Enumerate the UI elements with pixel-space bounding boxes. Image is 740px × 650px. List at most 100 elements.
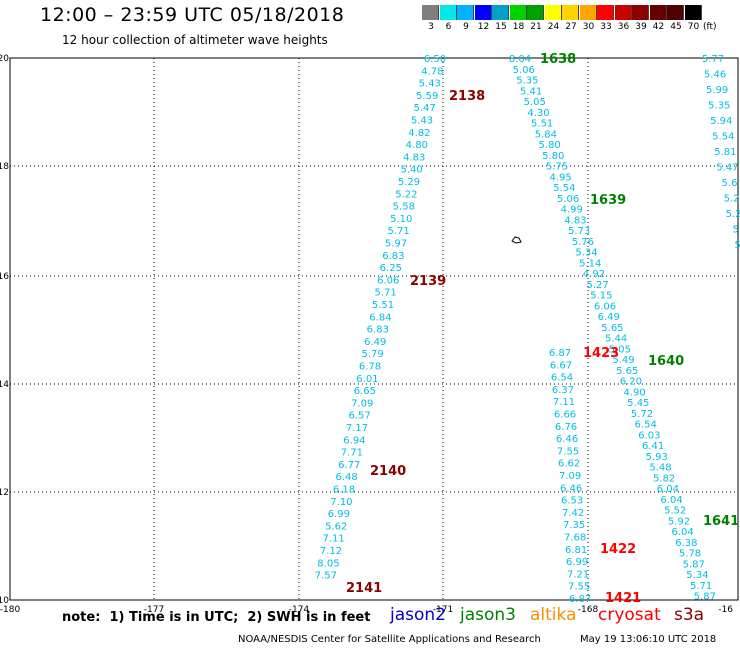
- swh-value: 5.76: [572, 237, 594, 248]
- colorbar-swatch: [544, 5, 562, 20]
- swh-value: 5.15: [590, 291, 612, 302]
- x-tick-label: -177: [144, 605, 164, 615]
- swh-value: 5.06: [513, 65, 535, 76]
- swh-value: 6.01: [356, 374, 378, 385]
- legend-altika: altika: [530, 605, 577, 625]
- swh-value: 6.66: [554, 410, 576, 421]
- swh-value: 6.50: [424, 54, 446, 65]
- x-tick-label: -168: [578, 605, 599, 615]
- swh-value: 5.46: [704, 70, 726, 81]
- pass-number-label: 2139: [410, 274, 446, 289]
- pass-number-label: 1639: [590, 193, 626, 208]
- swh-value: 4.78: [421, 66, 443, 77]
- swh-value: 8.05: [317, 558, 339, 569]
- swh-value: 6.87: [549, 348, 571, 359]
- footnote: note: 1) Time is in UTC; 2) SWH is in fe…: [62, 610, 371, 625]
- colorbar-tick-label: 12: [477, 22, 490, 32]
- colorbar-tick-label: 15: [495, 22, 507, 32]
- map-subtitle: 12 hour collection of altimeter wave hei…: [62, 33, 328, 47]
- swh-value: 7.11: [322, 534, 344, 545]
- swh-value: 5.93: [646, 452, 668, 463]
- x-tick-label: -180: [0, 605, 20, 615]
- colorbar-swatch: [457, 5, 474, 20]
- swh-value: 5.34: [686, 570, 708, 581]
- swh-value: 5.78: [679, 549, 701, 560]
- island-outline: [511, 236, 522, 244]
- swh-value: 5.05: [524, 97, 546, 108]
- swh-value: 6.62: [558, 459, 580, 470]
- swh-value: 5.06: [557, 194, 579, 205]
- swh-value: 7.12: [320, 546, 342, 557]
- swh-value: 5.62: [325, 521, 347, 532]
- map-title: 12:00 – 23:59 UTC 05/18/2018: [40, 4, 345, 26]
- credit-line: NOAA/NESDIS Center for Satellite Applica…: [238, 634, 541, 645]
- pass-number-label: 1423: [583, 346, 619, 361]
- swh-value: 6.04: [672, 527, 694, 538]
- x-tick-label: -171: [433, 605, 453, 615]
- swh-value: 5.43: [411, 116, 433, 127]
- colorbar-tick-label: 18: [512, 22, 525, 32]
- plot-frame: [9, 57, 739, 601]
- swh-value: 6.48: [335, 472, 357, 483]
- swh-value: 6.04: [657, 484, 679, 495]
- swh-value: 6.65: [354, 386, 376, 397]
- swh-value: 5.48: [649, 463, 671, 474]
- swh-value: 7.11: [553, 397, 575, 408]
- y-tick-label: 14: [0, 380, 9, 390]
- colorbar-swatch: [474, 5, 492, 20]
- pass-number-label: 1641: [703, 514, 739, 529]
- colorbar-swatch: [422, 5, 439, 20]
- y-tick-label: 20: [0, 54, 9, 64]
- swh-value: 6.84: [369, 312, 391, 323]
- y-tick-label: 12: [0, 488, 9, 498]
- colorbar-swatch: [667, 5, 684, 20]
- x-tick-label: -16: [718, 605, 733, 615]
- swh-value: 5.10: [390, 214, 412, 225]
- pass-number-label: 1638: [540, 52, 576, 67]
- swh-value: 6.04: [660, 495, 682, 506]
- swh-value: 5.92: [668, 516, 690, 527]
- swh-value: 6.49: [364, 337, 386, 348]
- swh-value: 7.71: [341, 448, 363, 459]
- swh-value: 6.83: [382, 251, 404, 262]
- swh-value: 5: [735, 240, 740, 251]
- colorbar-swatch: [509, 5, 527, 20]
- swh-value: 5.84: [535, 129, 557, 140]
- swh-value: 6.49: [598, 312, 620, 323]
- swh-value: 5.71: [690, 581, 712, 592]
- swh-value: 5.71: [374, 288, 396, 299]
- swh-value: 5.87: [694, 592, 716, 603]
- colorbar-tick-label: 36: [617, 22, 630, 32]
- swh-value: 5.87: [683, 559, 705, 570]
- pass-number-label: 1421: [605, 591, 641, 606]
- swh-value: 5.79: [361, 349, 383, 360]
- swh-value: 6.20: [620, 377, 642, 388]
- colorbar-tick-label: 45: [670, 22, 682, 32]
- swh-value: 5.72: [631, 409, 653, 420]
- swh-value: 6.77: [338, 460, 360, 471]
- generation-timestamp: May 19 13:06:10 UTC 2018: [580, 634, 717, 645]
- swh-value: 5.97: [385, 239, 407, 250]
- swh-value: 5.05: [609, 344, 631, 355]
- swh-value: 8.04: [509, 54, 531, 65]
- colorbar-tick-label: 3: [428, 22, 434, 32]
- swh-value: 5: [732, 225, 738, 236]
- swh-value: 5.80: [538, 140, 560, 151]
- swh-value: 4.30: [527, 108, 549, 119]
- swh-value: 6.99: [566, 557, 588, 568]
- colorbar-tick-label: 27: [565, 22, 577, 32]
- legend-jason2: jason2: [390, 605, 446, 625]
- swh-value: 5.99: [706, 85, 728, 96]
- swh-value: 5.2: [726, 209, 740, 220]
- swh-value: 6.83: [367, 325, 389, 336]
- swh-value: 5.71: [387, 226, 409, 237]
- y-tick-label: 16: [0, 272, 9, 282]
- swh-value: 5.40: [400, 165, 422, 176]
- swh-value: 6.25: [380, 263, 402, 274]
- swh-value: 5.65: [616, 366, 638, 377]
- swh-value: 6.99: [328, 509, 350, 520]
- swh-value: 7.55: [557, 446, 579, 457]
- swh-value: 4.92: [583, 269, 605, 280]
- swh-value: 6.94: [343, 435, 365, 446]
